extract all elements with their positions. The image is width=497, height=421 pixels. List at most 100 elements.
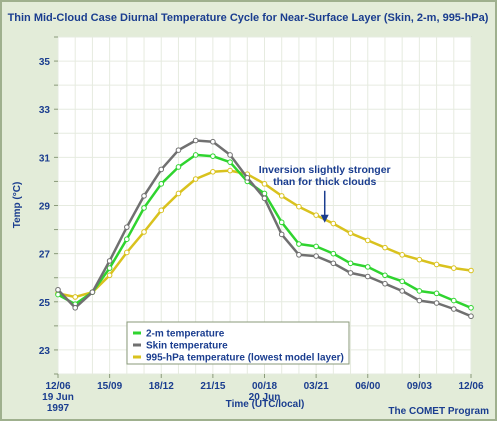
data-point <box>468 267 474 274</box>
annotation-arrow-head <box>320 214 329 223</box>
data-point <box>450 297 457 304</box>
data-point <box>227 159 233 165</box>
data-point <box>106 272 113 279</box>
x-tick-label: 12/06 19 Jun 1997 <box>42 381 74 414</box>
data-point <box>296 252 302 258</box>
series-lines <box>55 137 474 320</box>
data-point <box>313 212 319 218</box>
x-tick-label: 21/15 <box>200 381 225 392</box>
credit-text: The COMET Program <box>388 406 489 417</box>
y-tick-label: 31 <box>39 153 51 164</box>
data-point <box>124 249 130 256</box>
data-point <box>89 289 96 295</box>
data-point <box>399 278 405 285</box>
data-point <box>210 138 216 145</box>
y-axis-label: Temp (°C) <box>12 182 23 229</box>
data-point <box>72 294 79 300</box>
data-point <box>468 313 474 320</box>
x-tick-label: 15/09 <box>97 381 122 392</box>
data-point <box>433 300 440 306</box>
data-point <box>124 236 130 242</box>
data-point <box>227 167 233 174</box>
data-point <box>313 243 319 250</box>
legend-box <box>126 321 350 365</box>
series-group <box>55 167 474 300</box>
data-point <box>192 176 199 182</box>
data-point <box>364 264 371 270</box>
data-point <box>399 288 405 294</box>
data-point <box>106 258 113 264</box>
annotation-text: than for thick clouds <box>273 176 376 188</box>
data-point <box>330 250 337 257</box>
data-point <box>433 261 440 268</box>
data-point <box>313 253 319 259</box>
data-point <box>278 193 285 199</box>
data-point <box>261 181 268 187</box>
data-point <box>433 290 440 297</box>
data-point <box>210 153 216 159</box>
data-point <box>382 280 388 287</box>
y-tick-label: 29 <box>39 202 51 213</box>
data-point <box>141 205 147 211</box>
data-point <box>364 273 371 280</box>
data-point <box>106 265 113 271</box>
chart-title: Thin Mid-Cloud Case Diurnal Temperature … <box>8 12 489 24</box>
x-tick-label: 12/06 <box>458 381 483 392</box>
x-tick-label: 18/12 <box>149 381 174 392</box>
data-point <box>175 164 182 170</box>
data-point <box>450 265 457 271</box>
data-point <box>364 237 371 244</box>
series-group <box>55 137 474 320</box>
series-group <box>55 152 474 311</box>
data-point <box>399 252 405 258</box>
data-point <box>158 181 165 187</box>
y-tick-label: 25 <box>39 298 51 309</box>
x-tick-label: 09/03 <box>407 381 432 392</box>
data-point <box>192 152 199 158</box>
data-point <box>347 260 354 267</box>
data-point <box>72 305 79 311</box>
y-tick-label: 35 <box>39 57 51 68</box>
data-point <box>158 166 165 173</box>
data-point <box>141 229 147 235</box>
data-point <box>210 169 216 175</box>
data-point <box>416 288 423 294</box>
data-point <box>382 244 388 251</box>
x-axis-label: Time (UTC/local) <box>226 399 305 410</box>
y-tick-label: 33 <box>39 105 51 116</box>
data-point <box>124 224 130 230</box>
data-point <box>55 286 61 293</box>
axis-ticks: 23 25 27 29 31 33 35 12/06 19 Jun 1997 15/09 18/12 2… <box>39 36 484 414</box>
data-point <box>141 193 147 199</box>
grid-lines <box>57 36 472 375</box>
legend-label: Skin temperature <box>146 341 228 352</box>
data-point <box>450 306 457 312</box>
data-point <box>261 195 268 202</box>
legend-label: 2-m temperature <box>146 329 225 340</box>
legend-label: 995-hPa temperature (lowest model layer) <box>146 353 344 364</box>
data-point <box>416 256 423 263</box>
data-point <box>175 147 182 153</box>
data-point <box>158 207 165 214</box>
y-tick-label: 23 <box>39 346 51 357</box>
data-point <box>330 260 337 267</box>
data-point <box>244 175 251 181</box>
x-tick-label: 06/00 <box>355 381 380 392</box>
data-point <box>227 152 233 158</box>
data-point <box>296 241 302 247</box>
data-point <box>347 230 354 236</box>
data-point <box>330 220 337 227</box>
data-point <box>175 190 182 197</box>
data-point <box>278 219 285 226</box>
data-point <box>468 305 474 311</box>
annotation-text: Inversion slightly stronger <box>259 164 391 176</box>
data-point <box>278 231 285 238</box>
x-tick-label: 00/18 20 Jun <box>249 381 281 403</box>
data-point <box>416 297 423 304</box>
data-point <box>296 203 302 210</box>
data-point <box>382 272 388 279</box>
